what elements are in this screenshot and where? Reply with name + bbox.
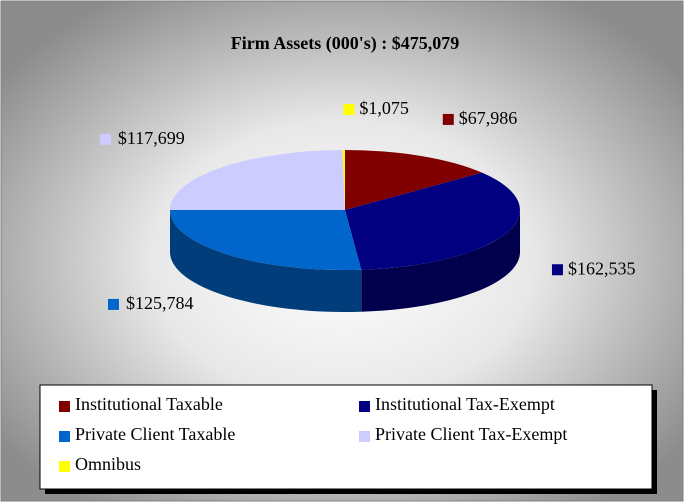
data-label-key [442, 113, 454, 125]
legend-label: Private Client Taxable [75, 424, 235, 444]
legend-key [59, 431, 70, 442]
slice [342, 150, 345, 210]
chart-title: Firm Assets (000's) : $475,079 [231, 33, 459, 54]
slice [170, 150, 345, 211]
legend-key [359, 401, 370, 412]
slice-side [170, 210, 362, 312]
data-label: $125,784 [126, 293, 194, 313]
data-label-key [99, 133, 111, 145]
legend-key [59, 461, 70, 472]
legend-key [59, 401, 70, 412]
slice-side [361, 210, 520, 312]
data-label-key [551, 264, 563, 276]
legend-label: Institutional Tax-Exempt [375, 394, 555, 414]
data-label: $67,986 [459, 108, 518, 128]
legend-label: Omnibus [75, 454, 141, 474]
slice [345, 172, 520, 270]
data-label: $1,075 [359, 98, 409, 118]
data-label: $162,535 [568, 258, 636, 278]
legend-key [359, 431, 370, 442]
legend [39, 384, 653, 490]
slice [170, 210, 362, 270]
data-label: $117,699 [118, 128, 185, 148]
legend-label: Institutional Taxable [75, 394, 223, 414]
slice [345, 150, 482, 210]
data-label-key [343, 104, 355, 116]
data-label-key [107, 298, 119, 310]
legend-label: Private Client Tax-Exempt [375, 424, 567, 444]
